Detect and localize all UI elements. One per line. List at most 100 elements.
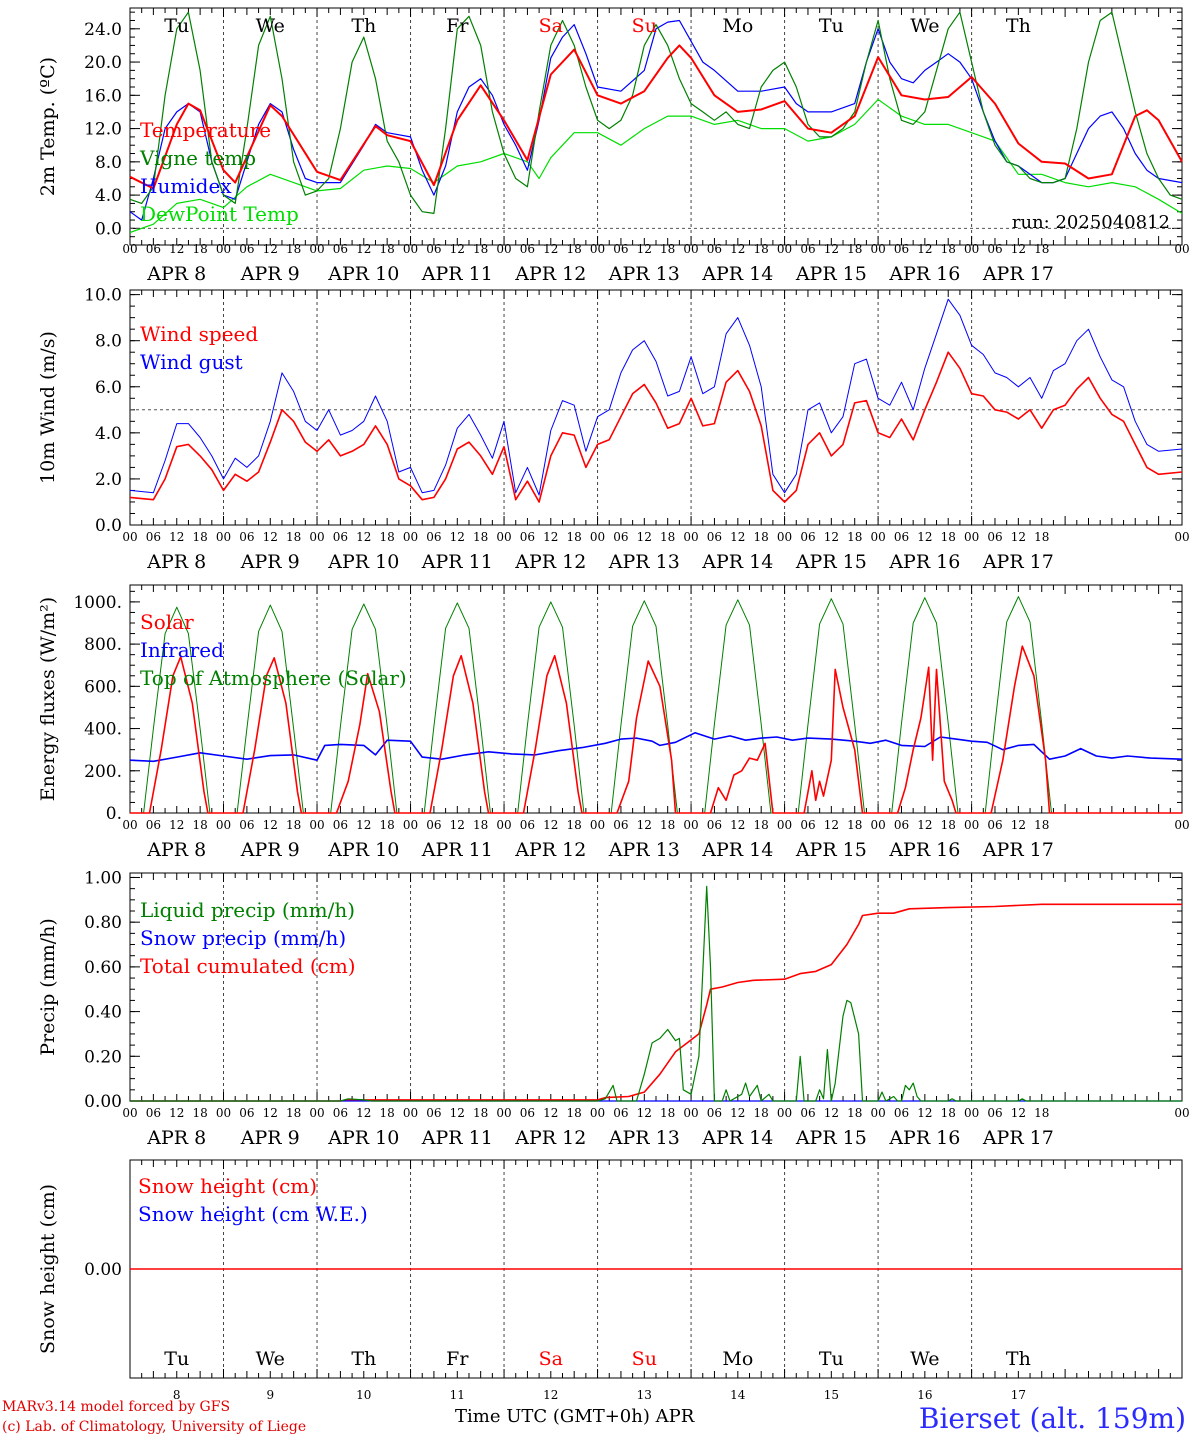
y-tick-label: 10.0	[84, 286, 122, 306]
date-label: APR 10	[327, 839, 399, 861]
hour-tick-label: 18	[1034, 242, 1049, 256]
hour-tick-label: 00	[870, 818, 885, 832]
date-label: APR 8	[146, 551, 206, 573]
hour-tick-label: 12	[824, 242, 839, 256]
weekday-label: Su	[632, 1348, 657, 1370]
hour-tick-label: 12	[356, 530, 371, 544]
y-tick-label: 1000.	[73, 593, 122, 613]
hour-tick-label: 06	[520, 242, 535, 256]
hour-tick-label: 00	[683, 818, 698, 832]
y-tick-label: 4.0	[95, 186, 122, 206]
hour-tick-label: 06	[987, 1106, 1002, 1120]
hour-tick-label: 06	[707, 242, 722, 256]
hour-tick-label: 18	[1034, 818, 1049, 832]
run-annotation: run: 2025040812	[1012, 212, 1170, 233]
hour-tick-label: 00	[216, 242, 231, 256]
hour-tick-label: 00	[309, 1106, 324, 1120]
y-axis-label: Energy fluxes (W/m²)	[37, 597, 59, 801]
legend-entry: Top of Atmosphere (Solar)	[140, 666, 407, 690]
hour-tick-label: 18	[754, 818, 769, 832]
hour-tick-label: 06	[987, 818, 1002, 832]
date-label: APR 13	[608, 551, 680, 573]
hour-tick-label: 12	[263, 1106, 278, 1120]
hour-tick-label: 06	[800, 242, 815, 256]
hour-tick-label: 06	[613, 530, 628, 544]
day-number-label: 9	[266, 1388, 274, 1402]
hour-tick-label: 12	[263, 818, 278, 832]
hour-tick-label: 12	[543, 530, 558, 544]
day-number-label: 12	[543, 1388, 558, 1402]
hour-tick-label: 12	[637, 530, 652, 544]
legend-entry: Solar	[140, 610, 194, 634]
hour-tick-label: 06	[894, 530, 909, 544]
hour-tick-label: 00	[683, 1106, 698, 1120]
series-line-liquid-precip-mm-h-	[130, 885, 1182, 1102]
hour-tick-label: 06	[146, 1106, 161, 1120]
hour-tick-label: 12	[263, 242, 278, 256]
hour-tick-label: 12	[824, 1106, 839, 1120]
series-line-top-of-atmosphere-solar-	[130, 596, 1182, 814]
hour-tick-label: 00	[1174, 818, 1189, 832]
weekday-label: Tu	[164, 1348, 189, 1370]
y-tick-label: 0.20	[84, 1047, 122, 1067]
weekday-label: We	[256, 15, 285, 37]
series-line-wind-speed	[129, 351, 1183, 503]
y-tick-label: 1.00	[84, 868, 122, 888]
legend-entry: Infrared	[140, 638, 224, 662]
hour-tick-label: 06	[520, 530, 535, 544]
hour-tick-label: 00	[590, 818, 605, 832]
hour-tick-label: 12	[169, 818, 184, 832]
hour-tick-label: 00	[1174, 530, 1189, 544]
hour-tick-label: 18	[941, 1106, 956, 1120]
hour-tick-label: 06	[520, 1106, 535, 1120]
date-label: APR 13	[608, 839, 680, 861]
hour-tick-label: 12	[730, 1106, 745, 1120]
y-tick-label: 600.	[84, 677, 122, 697]
hour-tick-label: 18	[286, 818, 301, 832]
hour-tick-label: 18	[847, 818, 862, 832]
y-tick-label: 20.0	[84, 53, 122, 73]
hour-tick-label: 18	[286, 242, 301, 256]
date-label: APR 17	[982, 839, 1054, 861]
hour-tick-label: 12	[637, 1106, 652, 1120]
date-label: APR 12	[514, 263, 586, 285]
panel-frame	[129, 584, 1183, 814]
hour-tick-label: 18	[847, 530, 862, 544]
legend-entry: Snow height (cm)	[138, 1174, 317, 1198]
date-label: APR 11	[421, 263, 493, 285]
date-label: APR 15	[795, 839, 867, 861]
hour-tick-label: 00	[870, 1106, 885, 1120]
hour-tick-label: 06	[707, 1106, 722, 1120]
series-line-dewpoint-temp	[129, 98, 1183, 234]
hour-tick-label: 00	[309, 818, 324, 832]
hour-tick-label: 12	[824, 818, 839, 832]
hour-tick-label: 06	[146, 818, 161, 832]
hour-tick-label: 00	[683, 242, 698, 256]
hour-tick-label: 18	[380, 530, 395, 544]
hour-tick-label: 00	[870, 530, 885, 544]
legend-entry: Liquid precip (mm/h)	[140, 898, 355, 922]
hour-tick-label: 18	[660, 242, 675, 256]
hour-tick-label: 18	[567, 1106, 582, 1120]
date-label: APR 16	[888, 263, 960, 285]
hour-tick-label: 06	[800, 818, 815, 832]
hour-tick-label: 12	[169, 530, 184, 544]
y-tick-label: 0.00	[84, 1092, 122, 1112]
date-label: APR 14	[701, 1127, 773, 1149]
hour-tick-label: 00	[122, 818, 137, 832]
hour-tick-label: 00	[122, 1106, 137, 1120]
hour-tick-label: 00	[590, 242, 605, 256]
weekday-label: Mo	[722, 15, 753, 37]
hour-tick-label: 18	[192, 818, 207, 832]
hour-tick-label: 12	[730, 818, 745, 832]
hour-tick-label: 06	[239, 818, 254, 832]
hour-tick-label: 00	[777, 1106, 792, 1120]
hour-tick-label: 00	[122, 242, 137, 256]
y-tick-label: 2.0	[95, 470, 122, 490]
hour-tick-label: 18	[473, 242, 488, 256]
date-label: APR 14	[701, 551, 773, 573]
hour-tick-label: 12	[917, 818, 932, 832]
series-line-vigne-temp	[129, 11, 1183, 214]
weekday-label: Tu	[164, 15, 189, 37]
